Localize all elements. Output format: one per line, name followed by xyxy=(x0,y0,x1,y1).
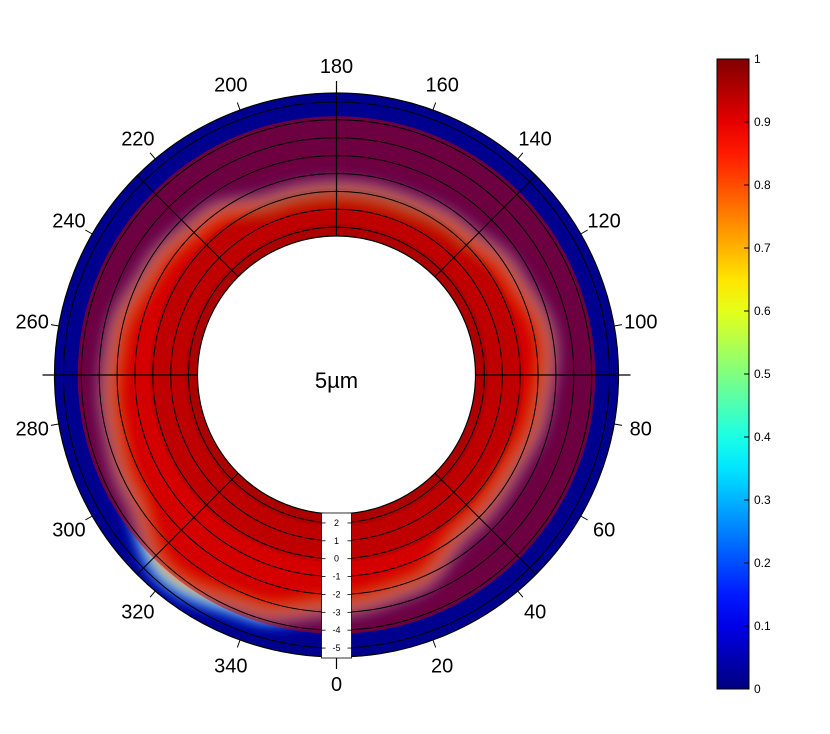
angular-tick-label: 220 xyxy=(121,128,154,150)
spoke-135 xyxy=(434,175,537,278)
spoke-315 xyxy=(136,472,239,575)
angular-ticks xyxy=(50,85,623,665)
radial-scale-strip: 2 1 0 -1 -2 -3 -4 -5 xyxy=(321,512,352,659)
angular-tick-label: 180 xyxy=(320,56,353,78)
angular-tick-mark xyxy=(50,423,59,426)
colorbar-tick-label: 1 xyxy=(754,52,761,66)
colorbar: 0 0.1 0.2 0.3 0.4 0.5 0.6 0.7 0.8 0.9 1 xyxy=(716,52,771,696)
angular-tick-mark xyxy=(50,324,59,327)
radial-scale-label: -1 xyxy=(332,572,340,582)
center-label: 5µm xyxy=(315,368,358,393)
angular-tick-mark xyxy=(236,102,241,111)
angular-tick-mark xyxy=(580,515,588,521)
colorbar-tick-label: 0.2 xyxy=(754,556,771,570)
angular-tick-mark xyxy=(149,590,156,598)
angular-tick-mark xyxy=(432,639,437,648)
angular-tick-label: 160 xyxy=(425,75,458,97)
angular-tick-label: 340 xyxy=(214,655,247,677)
angular-tick-label: 40 xyxy=(524,602,546,624)
angular-tick-label: 140 xyxy=(518,128,551,150)
angular-tick-label: 100 xyxy=(624,311,657,333)
angular-tick-label: 80 xyxy=(630,419,652,441)
angular-tick-label: 20 xyxy=(431,655,453,677)
angular-tick-mark xyxy=(580,229,588,235)
angular-tick-label: 300 xyxy=(52,520,85,542)
colorbar-ticks: 0 0.1 0.2 0.3 0.4 0.5 0.6 0.7 0.8 0.9 1 xyxy=(744,52,771,696)
angular-tick-mark xyxy=(517,590,524,598)
colorbar-scale xyxy=(716,58,750,690)
angular-tick-mark xyxy=(614,423,623,426)
colorbar-tick-label: 0.7 xyxy=(754,241,771,255)
angular-tick-mark xyxy=(517,152,524,160)
radial-scale-label: 1 xyxy=(334,536,339,546)
angular-tick-label: 240 xyxy=(52,211,85,233)
colorbar-tick-label: 0.1 xyxy=(754,619,771,633)
radial-scale-label: -5 xyxy=(332,643,340,653)
radial-scale-label: 0 xyxy=(334,554,339,564)
angular-tick-mark xyxy=(614,324,623,327)
radial-scale-background xyxy=(321,512,352,659)
angular-tick-label: 60 xyxy=(593,520,615,542)
angular-tick-mark xyxy=(85,229,93,235)
angular-tick-label: 200 xyxy=(214,75,247,97)
colorbar-tick-label: 0.5 xyxy=(754,367,771,381)
angular-tick-label: 320 xyxy=(121,602,154,624)
angular-tick-mark xyxy=(85,515,93,521)
angular-tick-label: 280 xyxy=(16,419,49,441)
angular-tick-mark xyxy=(149,152,156,160)
colorbar-tick-label: 0.4 xyxy=(754,430,771,444)
radial-scale-label: 2 xyxy=(334,518,339,528)
angular-tick-mark xyxy=(236,639,241,648)
angular-tick-label: 0 xyxy=(331,674,342,696)
spoke-225 xyxy=(136,175,239,278)
angular-tick-label: 260 xyxy=(16,311,49,333)
colorbar-tick-label: 0.8 xyxy=(754,178,771,192)
colorbar-tick-label: 0.6 xyxy=(754,304,771,318)
colorbar-tick-label: 0.3 xyxy=(754,493,771,507)
radial-scale-label: -4 xyxy=(332,625,340,635)
angular-tick-labels: 0204060801001201401601802002202402602803… xyxy=(16,56,658,696)
angular-tick-mark xyxy=(432,102,437,111)
colorbar-tick-label: 0 xyxy=(754,682,761,696)
radial-scale-label: -3 xyxy=(332,607,340,617)
angular-tick-label: 120 xyxy=(587,211,620,233)
colorbar-tick-label: 0.9 xyxy=(754,115,771,129)
spoke-45 xyxy=(434,472,537,575)
radial-scale-label: -2 xyxy=(332,589,340,599)
